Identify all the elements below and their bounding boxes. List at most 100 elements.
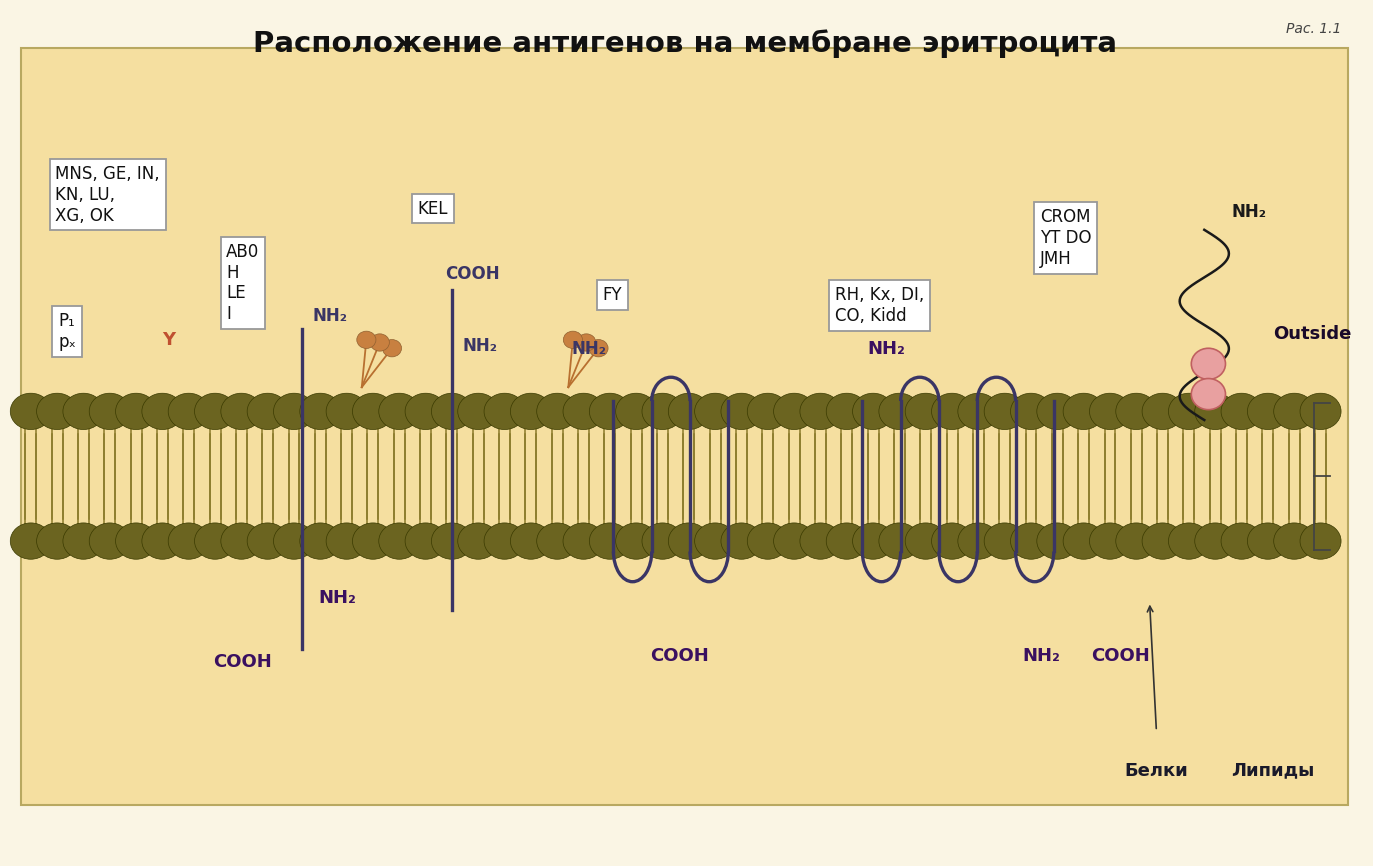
Ellipse shape bbox=[431, 523, 472, 559]
Ellipse shape bbox=[511, 523, 552, 559]
Text: NH₂: NH₂ bbox=[1023, 647, 1060, 664]
Ellipse shape bbox=[800, 393, 840, 430]
Ellipse shape bbox=[1168, 523, 1210, 559]
Ellipse shape bbox=[879, 523, 920, 559]
Ellipse shape bbox=[853, 523, 894, 559]
Text: KEL: KEL bbox=[417, 199, 449, 217]
Ellipse shape bbox=[669, 393, 710, 430]
Ellipse shape bbox=[273, 393, 314, 430]
Ellipse shape bbox=[10, 523, 51, 559]
Ellipse shape bbox=[1142, 393, 1184, 430]
Ellipse shape bbox=[1274, 523, 1315, 559]
Ellipse shape bbox=[958, 523, 1000, 559]
Ellipse shape bbox=[195, 523, 236, 559]
Ellipse shape bbox=[485, 523, 524, 559]
Text: Расположение антигенов на мембране эритроцита: Расположение антигенов на мембране эритр… bbox=[253, 29, 1116, 58]
Ellipse shape bbox=[299, 393, 341, 430]
Ellipse shape bbox=[1221, 523, 1262, 559]
Ellipse shape bbox=[371, 334, 390, 351]
Ellipse shape bbox=[879, 393, 920, 430]
Ellipse shape bbox=[537, 393, 578, 430]
Ellipse shape bbox=[511, 393, 552, 430]
FancyBboxPatch shape bbox=[21, 48, 1348, 805]
Ellipse shape bbox=[63, 393, 104, 430]
Ellipse shape bbox=[1168, 393, 1210, 430]
Ellipse shape bbox=[357, 331, 376, 348]
Text: FY: FY bbox=[603, 286, 622, 304]
Ellipse shape bbox=[905, 523, 946, 559]
Ellipse shape bbox=[1195, 393, 1236, 430]
Ellipse shape bbox=[643, 523, 682, 559]
Ellipse shape bbox=[1116, 393, 1157, 430]
Ellipse shape bbox=[37, 393, 78, 430]
Ellipse shape bbox=[1248, 393, 1288, 430]
Ellipse shape bbox=[537, 523, 578, 559]
Text: NH₂: NH₂ bbox=[868, 339, 906, 358]
Text: COOH: COOH bbox=[213, 654, 272, 671]
Ellipse shape bbox=[89, 523, 130, 559]
Ellipse shape bbox=[1192, 348, 1226, 379]
Ellipse shape bbox=[353, 523, 394, 559]
Ellipse shape bbox=[931, 523, 972, 559]
Ellipse shape bbox=[1011, 393, 1052, 430]
Ellipse shape bbox=[10, 393, 51, 430]
Ellipse shape bbox=[221, 523, 262, 559]
Ellipse shape bbox=[169, 523, 209, 559]
Text: COOH: COOH bbox=[1090, 647, 1149, 664]
Ellipse shape bbox=[589, 393, 630, 430]
Ellipse shape bbox=[800, 523, 840, 559]
Ellipse shape bbox=[669, 523, 710, 559]
Text: P₁
pₓ: P₁ pₓ bbox=[58, 312, 76, 351]
Ellipse shape bbox=[589, 339, 608, 357]
Ellipse shape bbox=[1089, 393, 1130, 430]
Ellipse shape bbox=[984, 523, 1026, 559]
Ellipse shape bbox=[721, 393, 762, 430]
Ellipse shape bbox=[827, 393, 868, 430]
Ellipse shape bbox=[89, 393, 130, 430]
Ellipse shape bbox=[221, 393, 262, 430]
Ellipse shape bbox=[247, 523, 288, 559]
Text: COOH: COOH bbox=[651, 647, 708, 664]
Ellipse shape bbox=[853, 393, 894, 430]
Text: RH, Kx, DI,
CO, Kidd: RH, Kx, DI, CO, Kidd bbox=[835, 286, 924, 325]
Ellipse shape bbox=[589, 523, 630, 559]
Ellipse shape bbox=[721, 523, 762, 559]
Ellipse shape bbox=[247, 393, 288, 430]
Ellipse shape bbox=[1011, 523, 1052, 559]
Ellipse shape bbox=[37, 523, 78, 559]
Ellipse shape bbox=[615, 393, 656, 430]
Ellipse shape bbox=[563, 523, 604, 559]
Ellipse shape bbox=[1274, 393, 1315, 430]
Ellipse shape bbox=[1089, 523, 1130, 559]
Ellipse shape bbox=[379, 523, 420, 559]
Text: Рас. 1.1: Рас. 1.1 bbox=[1285, 23, 1341, 36]
Ellipse shape bbox=[353, 393, 394, 430]
Ellipse shape bbox=[1192, 378, 1226, 410]
Ellipse shape bbox=[905, 393, 946, 430]
Ellipse shape bbox=[958, 393, 1000, 430]
Ellipse shape bbox=[405, 523, 446, 559]
Ellipse shape bbox=[1037, 393, 1078, 430]
Ellipse shape bbox=[141, 393, 183, 430]
Text: Липиды: Липиды bbox=[1232, 761, 1314, 779]
Ellipse shape bbox=[405, 393, 446, 430]
Ellipse shape bbox=[1116, 523, 1157, 559]
Text: NH₂: NH₂ bbox=[313, 307, 347, 325]
Ellipse shape bbox=[1300, 523, 1341, 559]
Text: NH₂: NH₂ bbox=[463, 337, 498, 355]
Ellipse shape bbox=[1063, 393, 1104, 430]
Ellipse shape bbox=[431, 393, 472, 430]
Ellipse shape bbox=[615, 523, 656, 559]
Ellipse shape bbox=[695, 393, 736, 430]
Ellipse shape bbox=[747, 523, 788, 559]
Ellipse shape bbox=[931, 393, 972, 430]
Ellipse shape bbox=[273, 523, 314, 559]
Text: NH₂: NH₂ bbox=[1232, 204, 1267, 221]
Ellipse shape bbox=[327, 523, 367, 559]
Ellipse shape bbox=[1142, 523, 1184, 559]
Ellipse shape bbox=[379, 393, 420, 430]
Ellipse shape bbox=[984, 393, 1026, 430]
Text: Outside: Outside bbox=[1273, 325, 1351, 343]
Text: NH₂: NH₂ bbox=[571, 339, 607, 358]
Text: MNS, GE, IN,
KN, LU,
XG, OK: MNS, GE, IN, KN, LU, XG, OK bbox=[55, 165, 161, 224]
